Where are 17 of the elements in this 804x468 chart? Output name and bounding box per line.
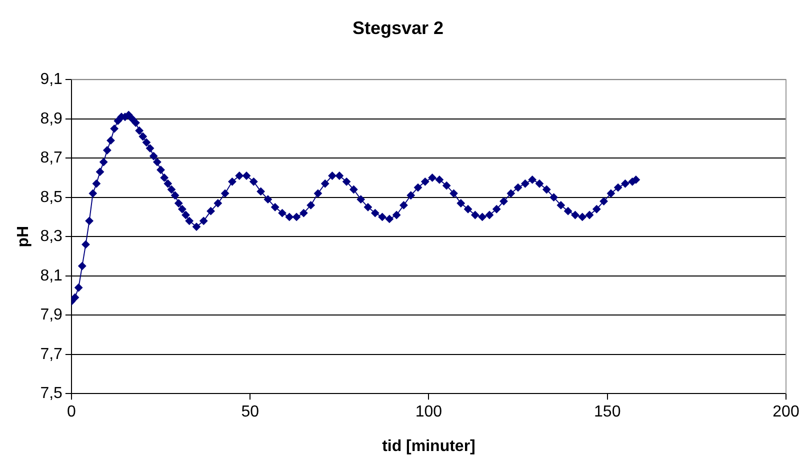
y-tick-label: 7,5 [40,385,63,402]
x-tick-label: 0 [66,404,76,421]
x-axis-title: tid [minuter] [382,438,476,455]
y-tick-label: 7,7 [40,346,63,363]
x-tick-label: 50 [241,404,260,421]
chart-title: Stegsvar 2 [352,18,444,38]
x-tick-label: 200 [772,404,800,421]
y-tick-label: 9,1 [40,71,63,88]
y-tick-label: 8,5 [40,188,63,206]
y-tick-label: 7,9 [40,306,63,324]
x-tick-label: 150 [594,404,621,421]
y-axis-title: pH [15,226,32,248]
y-tick-label: 8,1 [40,267,63,284]
y-tick-label: 8,3 [40,228,63,246]
y-tick-label: 8,9 [40,110,63,128]
x-tick-label: 100 [415,404,442,421]
y-tick-label: 8,7 [40,150,63,167]
